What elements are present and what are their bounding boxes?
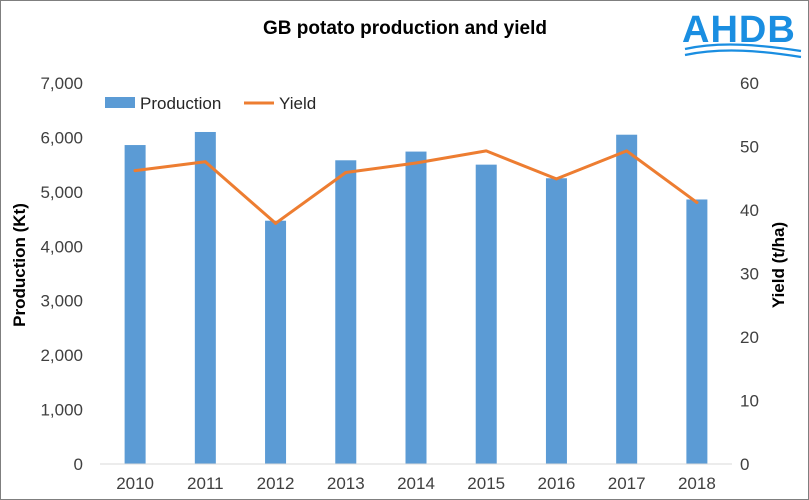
- yield-point: [274, 221, 278, 225]
- y-tick-label: 1,000: [40, 401, 83, 420]
- y2-tick-label: 20: [740, 328, 759, 347]
- y-tick-label: 7,000: [40, 74, 83, 93]
- x-tick-label: 2018: [678, 474, 716, 493]
- yield-point: [695, 200, 699, 204]
- y-axis-ticks: 0 1,000 2,000 3,000 4,000 5,000 6,000 7,000: [40, 74, 83, 474]
- yield-point: [484, 149, 488, 153]
- bar: [686, 199, 708, 464]
- x-tick-label: 2013: [327, 474, 365, 493]
- y2-tick-label: 60: [740, 74, 759, 93]
- y2-tick-label: 30: [740, 265, 759, 284]
- y-tick-label: 0: [74, 455, 83, 474]
- y-axis-title: Production (Kt): [10, 203, 29, 327]
- x-tick-label: 2011: [187, 474, 224, 493]
- legend-label-yield: Yield: [279, 94, 316, 113]
- x-tick-label: 2015: [467, 474, 505, 493]
- bar: [545, 178, 567, 464]
- bar: [405, 151, 427, 464]
- y2-tick-label: 50: [740, 138, 759, 157]
- bar: [335, 160, 357, 464]
- yield-point: [203, 160, 207, 164]
- x-tick-label: 2012: [257, 474, 295, 493]
- y-tick-label: 6,000: [40, 128, 83, 147]
- legend-swatch-production: [105, 97, 135, 108]
- y-tick-label: 3,000: [40, 292, 83, 311]
- y2-tick-label: 10: [740, 392, 759, 411]
- legend: Production Yield: [105, 94, 316, 113]
- x-tick-label: 2016: [538, 474, 576, 493]
- y2-axis-title: Yield (t/ha): [769, 222, 788, 308]
- x-tick-label: 2017: [608, 474, 646, 493]
- yield-point: [133, 169, 137, 173]
- y-tick-label: 5,000: [40, 183, 83, 202]
- yield-point: [414, 161, 418, 165]
- production-bars: [124, 131, 708, 464]
- yield-line: [133, 149, 699, 225]
- y-tick-label: 2,000: [40, 346, 83, 365]
- bar: [616, 134, 638, 464]
- logo-swoosh: [684, 43, 802, 59]
- bar: [194, 131, 216, 464]
- y-tick-label: 4,000: [40, 237, 83, 256]
- x-axis-ticks: 2010 2011 2012 2013 2014 2015 2016 2017 2018: [116, 474, 716, 493]
- bar: [265, 220, 287, 464]
- bar: [124, 145, 146, 464]
- yield-point: [625, 149, 629, 153]
- x-tick-label: 2010: [116, 474, 154, 493]
- yield-point: [554, 177, 558, 181]
- x-tick-label: 2014: [397, 474, 435, 493]
- bar: [475, 164, 497, 464]
- legend-label-production: Production: [140, 94, 221, 113]
- y2-axis-ticks: 0 10 20 30 40 50 60: [740, 74, 759, 474]
- ahdb-logo: AHDB: [682, 9, 802, 59]
- yield-point: [344, 171, 348, 175]
- y2-tick-label: 0: [740, 455, 749, 474]
- y2-tick-label: 40: [740, 201, 759, 220]
- chart-title: GB potato production and yield: [263, 18, 547, 39]
